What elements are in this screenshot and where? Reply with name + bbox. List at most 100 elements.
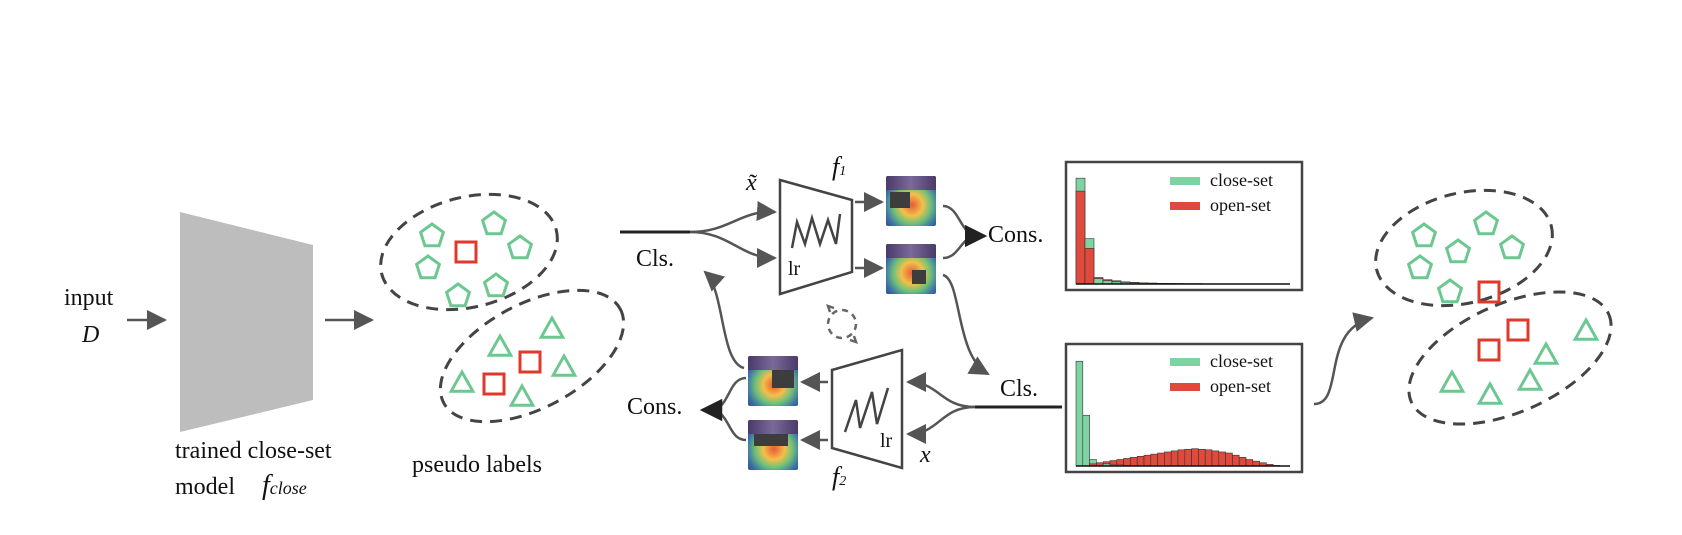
- pentagon-marker: [480, 210, 508, 236]
- open-set-bar: [1123, 458, 1131, 467]
- lr-schedule-f1: [790, 213, 842, 249]
- open-set-bar: [1143, 454, 1152, 467]
- f1-label: f1: [832, 152, 846, 182]
- open-set-bar: [1198, 448, 1206, 467]
- input-label: input: [64, 285, 114, 311]
- close-set-bar: [1093, 278, 1104, 285]
- arrow-to-f2-lower: [906, 405, 976, 444]
- pentagon-marker: [506, 234, 534, 260]
- close-set-bar: [1075, 360, 1084, 467]
- pseudo-labels-caption: pseudo labels: [412, 452, 542, 478]
- square-marker: [518, 350, 542, 374]
- close-set-bar: [1082, 414, 1090, 467]
- lr-label-top: lr: [788, 258, 801, 280]
- open-set-bar: [1130, 457, 1138, 467]
- open-set-bar: [1211, 450, 1220, 467]
- pentagon-marker: [444, 282, 472, 308]
- network-f1-shape: [778, 178, 854, 296]
- cluster-triangles-right: [1407, 290, 1613, 426]
- face-thumbnail-f2-b: [748, 420, 798, 470]
- pentagon-marker: [414, 254, 442, 280]
- open-set-bar: [1191, 448, 1199, 467]
- triangle-marker: [550, 352, 578, 377]
- pentagon-marker: [418, 222, 446, 248]
- left-cluster-markers: [414, 210, 578, 407]
- x-tilde-label: x̃: [746, 170, 757, 196]
- pentagon-marker: [1498, 234, 1526, 260]
- face-thumbnail-f1-b: [886, 244, 936, 294]
- cycle-arrow-a: [826, 304, 835, 313]
- square-marker: [482, 372, 506, 396]
- lr-schedule-f2: [843, 387, 890, 433]
- open-set-bar: [1136, 455, 1145, 467]
- cycle-arrow-b: [849, 335, 858, 344]
- network-f2-shape: [830, 348, 904, 470]
- pentagon-marker: [1436, 278, 1464, 304]
- pentagon-marker: [1410, 222, 1438, 248]
- triangle-marker: [1476, 380, 1504, 405]
- cons-label-bottom: Cons.: [627, 394, 683, 420]
- open-set-bar: [1084, 248, 1095, 285]
- input-variable: D: [82, 322, 100, 348]
- f2-label: f2: [832, 462, 846, 492]
- x-label: x: [920, 442, 931, 468]
- pentagon-marker: [482, 272, 510, 298]
- cluster-pentagons-left: [379, 192, 559, 312]
- triangle-marker: [538, 314, 566, 339]
- histogram-bottom-bars: [1075, 360, 1290, 467]
- close-set-model-shape: [180, 212, 313, 432]
- legend-swatch-close-top: [1170, 177, 1200, 185]
- lr-label-bottom: lr: [880, 430, 893, 452]
- f1-name: f: [832, 152, 840, 181]
- cls-label-top: Cls.: [636, 246, 675, 272]
- f2-name: f: [832, 462, 840, 491]
- cons-label-top: Cons.: [988, 222, 1044, 248]
- arrow-face-to-cls-top: [703, 270, 745, 370]
- square-marker: [1506, 318, 1530, 342]
- open-set-bar: [1164, 451, 1172, 467]
- triangle-marker: [448, 368, 476, 393]
- arrow-to-f1-upper: [689, 201, 777, 234]
- triangle-marker: [486, 332, 514, 357]
- open-set-bar: [1177, 449, 1186, 467]
- model-caption-line2: model: [175, 474, 235, 500]
- open-set-bar: [1184, 448, 1192, 467]
- arrow-faces-to-cons-bottom: [711, 376, 747, 442]
- f1-sub: 1: [839, 164, 847, 179]
- open-set-bar: [1218, 451, 1226, 467]
- arrow-to-f1-lower: [689, 230, 777, 268]
- cluster-pentagons-right: [1374, 188, 1554, 308]
- cls-label-right: Cls.: [1000, 376, 1039, 402]
- pentagon-marker: [1444, 238, 1472, 264]
- open-set-bar: [1075, 190, 1086, 285]
- legend-swatch-close-bottom: [1170, 358, 1200, 366]
- face-thumbnail-f2-a: [748, 356, 798, 406]
- triangle-marker: [1438, 368, 1466, 393]
- open-set-bar: [1150, 453, 1158, 467]
- arrow-hist-to-right-clusters: [1313, 312, 1374, 406]
- legend-close-bottom: close-set: [1210, 351, 1273, 371]
- histogram-top-bars: [1075, 177, 1290, 285]
- square-marker: [454, 240, 478, 264]
- model-caption-line1: trained close-set: [175, 438, 332, 464]
- open-set-bar: [1225, 452, 1233, 467]
- cycle-icon: [826, 308, 858, 340]
- triangle-marker: [1516, 366, 1544, 391]
- open-set-bar: [1245, 459, 1254, 467]
- f2-sub: 2: [839, 474, 847, 489]
- legend-swatch-open-bottom: [1170, 383, 1200, 391]
- triangle-marker: [508, 382, 536, 407]
- model-function-name: f: [262, 470, 270, 501]
- triangle-marker: [1572, 316, 1600, 341]
- square-marker: [1477, 280, 1501, 304]
- arrow-face-to-cls-right: [942, 273, 990, 376]
- open-set-bar: [1204, 449, 1213, 467]
- legend-close-top: close-set: [1210, 170, 1273, 190]
- legend-open-bottom: open-set: [1210, 376, 1271, 396]
- open-set-bar: [1238, 457, 1247, 467]
- model-function-sub: close: [269, 478, 307, 498]
- face-thumbnail-f1-a: [886, 176, 936, 226]
- open-set-bar: [1170, 450, 1179, 467]
- right-cluster-markers: [1406, 210, 1600, 405]
